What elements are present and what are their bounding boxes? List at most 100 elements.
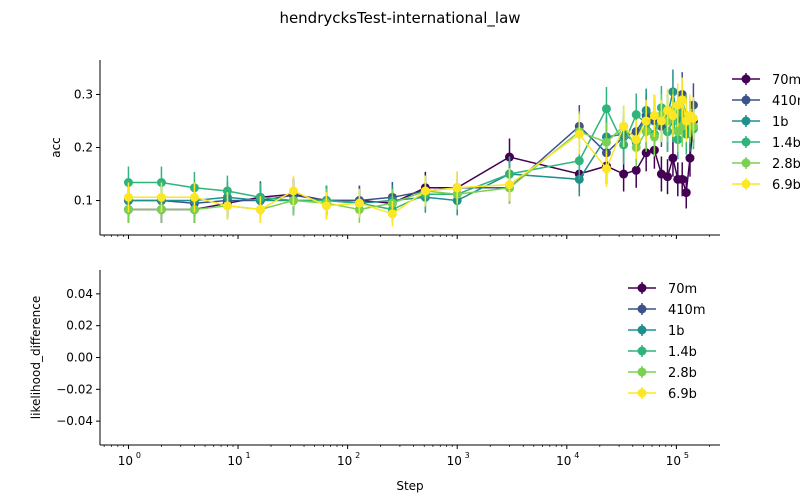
x-tick-label: 10: [118, 454, 133, 468]
data-point: [601, 164, 611, 174]
legend-marker: [637, 283, 647, 293]
y-tick-label: 0.04: [66, 287, 93, 301]
legend-marker: [637, 325, 647, 335]
data-point: [452, 183, 462, 193]
x-tick-label: 10: [227, 454, 242, 468]
legend-label: 70m: [668, 282, 697, 297]
legend-label: 410m: [772, 94, 800, 109]
legend-label: 1.4b: [668, 345, 697, 360]
legend-label: 410m: [668, 303, 705, 318]
y-tick-label: 0.00: [66, 351, 93, 365]
x-tick-label: 10: [556, 454, 571, 468]
legend-label: 1b: [668, 324, 685, 339]
likelihood-difference-panel: −0.04 −0.02 0.00 0.02 0.04 likelihood_differe…: [29, 270, 720, 468]
y-tick-label: 0.02: [66, 319, 93, 333]
legend-item-1.4b: 1.4b: [628, 345, 697, 360]
legend-item-1.4b: 1.4b: [732, 136, 800, 151]
x-tick-label: 10: [666, 454, 681, 468]
data-point: [321, 201, 331, 211]
data-point: [288, 186, 298, 196]
legend-label: 6.9b: [772, 178, 800, 193]
legend: 70m 410m 1b 1.4b 2.8b 6.9b: [732, 73, 800, 193]
legend-label: 1b: [772, 115, 789, 130]
x-axis-label: Step: [396, 479, 423, 493]
data-point: [574, 156, 584, 166]
data-point: [663, 172, 673, 182]
data-point: [387, 209, 397, 219]
y-tick-label: 0.1: [74, 194, 93, 208]
data-point: [354, 198, 364, 208]
data-point: [685, 153, 695, 163]
legend-item-2.8b: 2.8b: [628, 366, 697, 381]
legend-marker: [741, 137, 751, 147]
data-point: [641, 116, 651, 126]
data-point: [619, 169, 629, 179]
y-tick-label: −0.02: [56, 382, 93, 396]
data-point: [656, 116, 666, 126]
accuracy-panel: 0.1 0.2 0.3 acc 70m 410m 1b 1.4b 2.8b 6.9b: [49, 60, 800, 239]
y-tick-label: 0.3: [74, 87, 93, 101]
x-tick-exponent: 5: [684, 451, 689, 460]
data-point: [631, 110, 641, 120]
legend-marker: [637, 346, 647, 356]
data-point: [123, 192, 133, 202]
legend-label: 6.9b: [668, 387, 697, 402]
data-point: [222, 186, 232, 196]
data-point: [668, 153, 678, 163]
legend-marker: [637, 304, 647, 314]
data-point: [631, 165, 641, 175]
legend-marker: [741, 95, 751, 105]
data-point: [574, 129, 584, 139]
legend-item-410m: 410m: [628, 303, 705, 318]
x-tick-exponent: 2: [355, 451, 360, 460]
legend-item-2.8b: 2.8b: [732, 157, 800, 172]
y-tick-label: 0.2: [74, 141, 93, 155]
legend: 70m 410m 1b 1.4b 2.8b 6.9b: [628, 282, 705, 402]
y-axis-label: acc: [49, 137, 63, 158]
data-point: [677, 174, 687, 184]
legend-label: 2.8b: [772, 157, 800, 172]
data-point: [681, 188, 691, 198]
legend-marker: [741, 116, 751, 126]
legend-item-70m: 70m: [628, 282, 697, 297]
legend-marker: [637, 388, 647, 398]
data-point: [668, 111, 678, 121]
data-point: [641, 148, 651, 158]
x-tick-label: 10: [337, 454, 352, 468]
legend-item-1b: 1b: [732, 115, 789, 130]
data-point: [189, 192, 199, 202]
legend-marker: [741, 158, 751, 168]
data-point: [631, 135, 641, 145]
x-tick-exponent: 1: [245, 451, 250, 460]
legend-marker: [741, 179, 751, 189]
data-point: [688, 113, 698, 123]
x-tick-exponent: 3: [465, 451, 470, 460]
legend-item-410m: 410m: [732, 94, 800, 109]
legend-marker: [741, 74, 751, 84]
y-axis-label: likelihood_difference: [29, 296, 43, 419]
data-point: [619, 121, 629, 131]
legend-marker: [637, 367, 647, 377]
series-70m: [123, 99, 698, 223]
data-point: [601, 104, 611, 114]
legend-item-1b: 1b: [628, 324, 685, 339]
legend-label: 1.4b: [772, 136, 800, 151]
data-point: [505, 180, 515, 190]
chart-title: hendrycksTest-international_law: [279, 9, 520, 28]
data-point: [649, 111, 659, 121]
data-point: [677, 95, 687, 105]
data-point: [255, 205, 265, 215]
data-point: [601, 137, 611, 147]
legend-item-6.9b: 6.9b: [628, 387, 697, 402]
data-point: [420, 186, 430, 196]
series-6.9b: [123, 77, 698, 227]
legend-label: 2.8b: [668, 366, 697, 381]
data-point: [222, 201, 232, 211]
y-tick-label: −0.04: [56, 414, 93, 428]
x-tick-exponent: 0: [136, 451, 141, 460]
data-point: [156, 192, 166, 202]
x-tick-label: 10: [447, 454, 462, 468]
x-tick-exponent: 4: [574, 451, 579, 460]
